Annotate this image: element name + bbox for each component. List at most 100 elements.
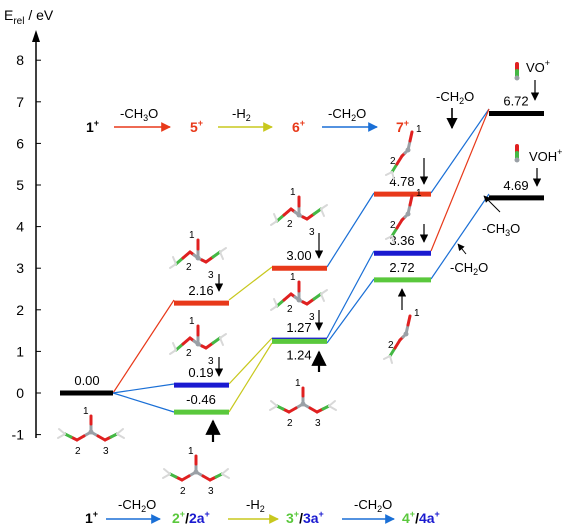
atom-number: 2	[75, 446, 81, 457]
atom-number: 1	[290, 272, 296, 283]
atom-number: 1	[189, 316, 195, 327]
connector-1-2	[112, 383, 175, 394]
molecule-2a-h	[221, 468, 229, 475]
atom-number: 3	[208, 486, 214, 497]
molecule-2-h	[219, 333, 227, 339]
connector-4a-VOH	[430, 193, 490, 280]
molecule-7-bond	[390, 162, 399, 174]
y-tick-label: 5	[16, 177, 24, 193]
molecule-7-h	[385, 171, 393, 176]
molecule-2-bond	[174, 342, 185, 352]
molecule-2a-h	[221, 473, 230, 479]
atom-number: 1	[295, 378, 301, 389]
y-axis-title: Erel / eV	[4, 7, 54, 27]
atom-number: 1	[83, 406, 89, 417]
top-species-5: 5+	[190, 118, 203, 135]
molecule-2-bond	[211, 336, 222, 345]
molecule-4-center	[405, 211, 411, 217]
y-tick-label: 6	[16, 135, 24, 151]
connector-2a-3a	[228, 342, 273, 413]
bottom-step3-label: -CH2O	[354, 497, 392, 514]
molecule-3-h	[320, 293, 325, 302]
molecule-3-h	[273, 298, 278, 307]
level-value-5: 2.16	[188, 283, 213, 298]
molecule-3-h	[320, 289, 328, 295]
connector-3a-4a	[326, 278, 375, 344]
connector-4-VO	[430, 108, 490, 252]
top-species-6: 6+	[292, 118, 305, 135]
molecule-5-bond	[174, 256, 185, 266]
molecule-2a-bond	[214, 472, 224, 479]
molecule-4-h	[391, 235, 395, 244]
y-tick-label: 7	[16, 94, 24, 110]
molecule-3a-h	[269, 405, 278, 411]
molecule-5-bond	[181, 250, 192, 260]
level-value-VOH: 4.69	[503, 178, 528, 193]
molecule-1-bond	[109, 432, 119, 439]
molecule-vo-center	[514, 75, 520, 81]
top-step3-label: -CH2O	[328, 106, 366, 123]
energy-levels: 0.00 2.16 0.19 -0.46 3.00 1.27 1.24 4.78 3.36 2.7…	[60, 93, 544, 415]
molecule-2a-h	[162, 473, 171, 479]
atom-number: 1	[189, 230, 195, 241]
molecule-6-h	[273, 213, 278, 222]
molecule-7-center	[405, 147, 411, 153]
level-value-6: 3.00	[286, 248, 311, 263]
atom-number: 2	[186, 262, 192, 273]
loss-ch2o-right-arrow	[457, 243, 467, 255]
connector-lines	[112, 108, 490, 413]
connector-1-2a	[112, 392, 175, 413]
atom-number: 3	[208, 270, 214, 281]
loss-ch2o-right-label: -CH2O	[450, 260, 488, 277]
molecule-2a-bond	[168, 472, 178, 479]
molecule-1-h	[116, 433, 125, 439]
molecule-6-bond	[312, 207, 323, 216]
atom-number: 2	[287, 219, 293, 230]
molecule-3a-h	[270, 400, 278, 407]
connector-6-7	[326, 192, 375, 268]
molecule-2-h	[169, 349, 177, 355]
bottom-species-1: 1+	[85, 509, 98, 526]
atom-number: 2	[186, 348, 192, 359]
molecule-3a-center	[300, 401, 306, 407]
y-axis-ticks: 8 7 6 5 4 3 2 1 0 -1	[12, 52, 41, 443]
bottom-reaction-scheme: 1+ -CH2O 2+/2a+ -H2 3+/3a+ -CH2O 4+/4a+	[85, 497, 440, 526]
y-tick-label: 8	[16, 52, 24, 68]
molecule-4a-h	[389, 355, 393, 364]
molecule-6-bond	[282, 207, 293, 217]
molecule-3a-bond	[275, 404, 285, 411]
product-annotations: -CH2O VO+ VOH+ -CH3O -CH2O	[436, 58, 562, 277]
connector-3-4	[326, 250, 375, 339]
molecule-1-center	[88, 429, 94, 435]
loss-ch3o-right-arrow	[483, 195, 501, 213]
level-value-3a: 1.24	[286, 347, 311, 362]
molecule-3-bond	[275, 298, 286, 308]
molecule-6-h	[320, 208, 325, 217]
molecule-4-bond	[408, 194, 414, 207]
molecule-2-bond	[181, 336, 192, 346]
molecule-4a-bond	[406, 314, 412, 327]
molecule-3a-bond	[321, 404, 331, 411]
molecule-5-center	[195, 255, 201, 261]
molecule-2-h	[219, 337, 224, 346]
atom-number: 3	[103, 446, 109, 457]
molecule-2a-center	[193, 469, 199, 475]
molecule-7-bond	[395, 154, 404, 166]
molecule-1-bond	[63, 432, 73, 439]
connector-2-3	[228, 337, 273, 385]
y-tick-label: 0	[16, 385, 24, 401]
molecule-5-h	[219, 247, 227, 253]
molecule-4-bond	[395, 218, 404, 230]
molecule-1-h	[57, 433, 66, 439]
connector-7-VO	[430, 108, 490, 194]
molecule-4-h	[385, 235, 393, 240]
molecular-structures: 1 2 3 1 2 3 1 2 3 1 2 3 1 2 3 1 2 3 1 2 3 1 2 1 2 1 2	[57, 62, 520, 497]
atom-number: 2	[388, 340, 394, 351]
top-species-7: 7+	[396, 118, 409, 135]
molecule-1-h	[58, 428, 66, 435]
connector-5-6	[228, 266, 273, 301]
atom-number: 1	[414, 308, 420, 319]
atom-number: 1	[290, 187, 296, 198]
molecule-4a-center	[403, 331, 409, 337]
